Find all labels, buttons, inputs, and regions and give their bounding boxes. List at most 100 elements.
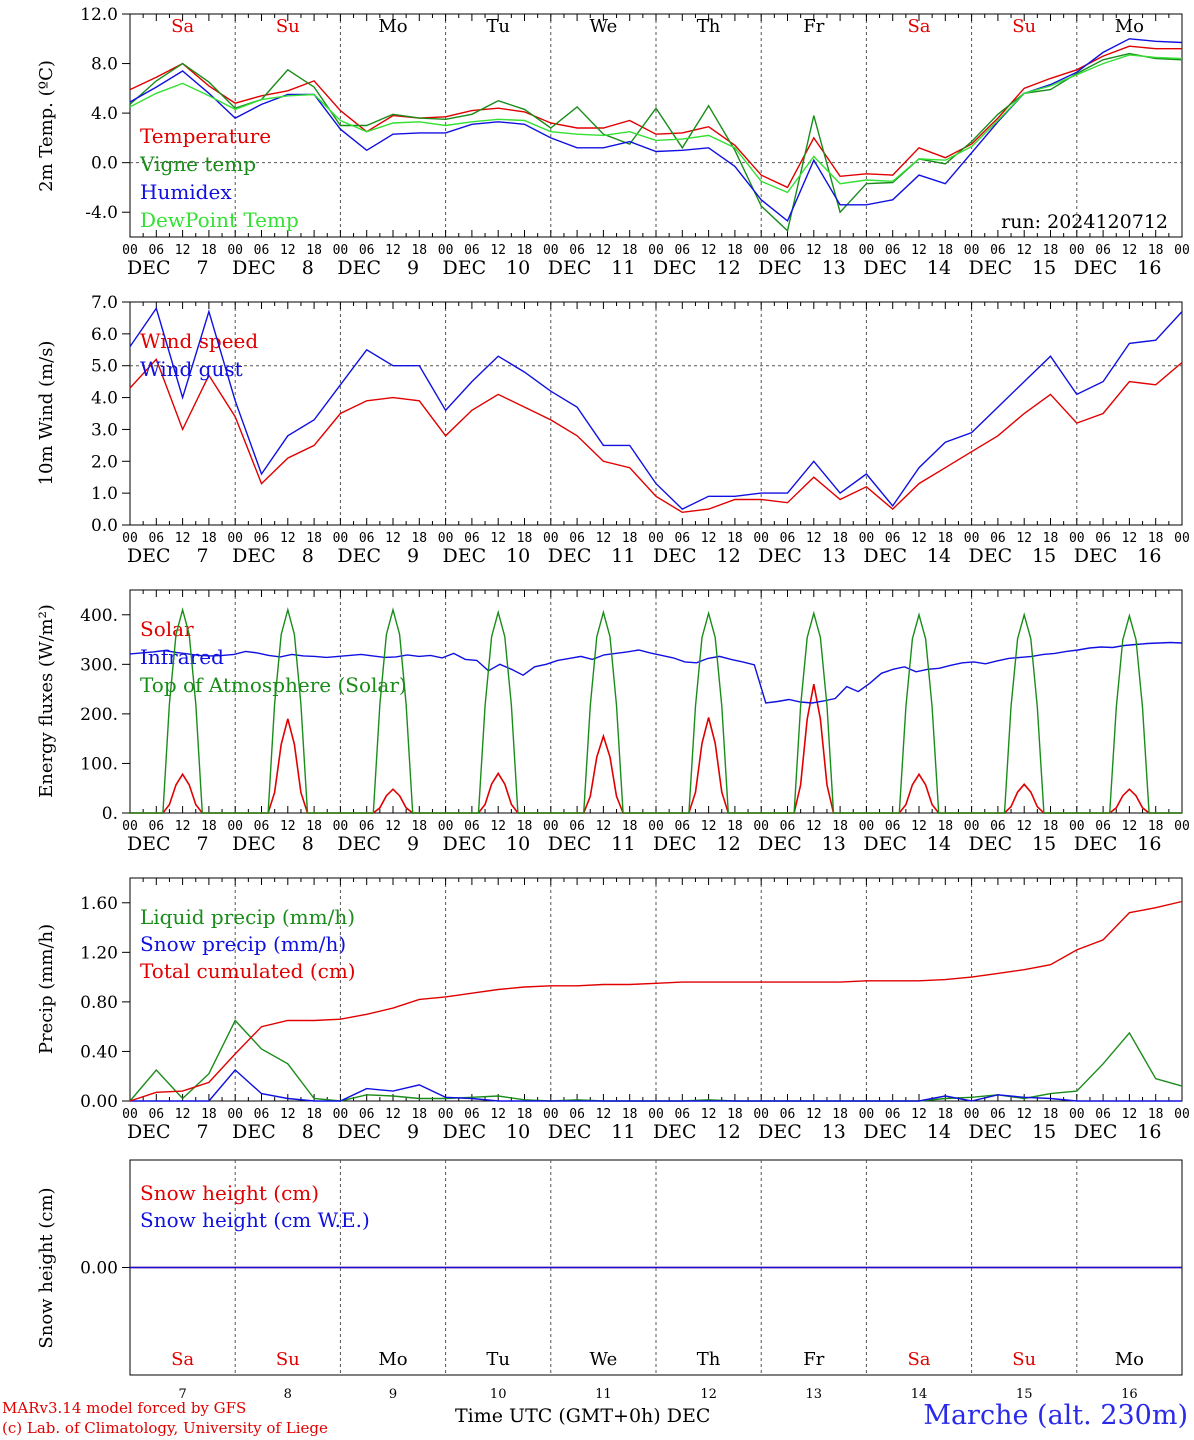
date-month-label: DEC	[337, 1121, 381, 1143]
y-tick-label: 300.	[80, 655, 118, 675]
hour-tick-label: 06	[780, 531, 796, 546]
date-day-label: 15	[1032, 545, 1056, 567]
legend-entry: Temperature	[140, 124, 271, 148]
weekday-label: Tu	[486, 1349, 510, 1370]
hour-tick-label: 12	[596, 243, 612, 258]
date-day-label: 12	[717, 257, 741, 279]
date-day-label: 15	[1032, 257, 1056, 279]
date-month-label: DEC	[337, 833, 381, 855]
series-line-top-of-atmosphere-solar-	[130, 607, 1182, 814]
series-line-dewpoint-temp	[129, 54, 1183, 194]
hour-tick-label: 12	[911, 243, 927, 258]
hour-tick-label: 00	[333, 1107, 349, 1122]
hour-tick-label: 00	[227, 531, 243, 546]
hour-tick-label: 12	[1122, 243, 1138, 258]
hour-tick-label: 00	[964, 1107, 980, 1122]
hour-tick-label: 00	[438, 819, 454, 834]
hour-tick-label: 12	[1122, 1107, 1138, 1122]
hour-tick-label: 00	[1174, 819, 1190, 834]
hour-tick-label: 12	[280, 243, 296, 258]
date-day-label: 10	[506, 257, 530, 279]
hour-tick-label: 00	[543, 531, 559, 546]
hour-tick-label: 06	[780, 819, 796, 834]
date-month-label: DEC	[863, 257, 907, 279]
hour-tick-label: 18	[832, 531, 848, 546]
date-month-label: DEC	[969, 1121, 1013, 1143]
footer-credits: MARv3.14 model forced by GFS (c) Lab. of…	[2, 1398, 328, 1438]
hour-tick-label: 12	[385, 531, 401, 546]
hour-tick-label: 12	[701, 243, 717, 258]
date-day-label: 8	[302, 833, 314, 855]
hour-tick-label: 06	[885, 243, 901, 258]
hour-tick-label: 06	[885, 531, 901, 546]
date-day-label: 16	[1137, 545, 1161, 567]
day-number-label: 8	[284, 1387, 292, 1402]
date-day-label: 9	[407, 545, 419, 567]
hour-tick-label: 00	[122, 531, 138, 546]
hour-tick-label: 12	[806, 243, 822, 258]
hour-tick-label: 18	[1043, 819, 1059, 834]
hour-tick-label: 18	[306, 531, 322, 546]
y-tick-label: 1.60	[80, 894, 118, 914]
hour-tick-label: 12	[806, 819, 822, 834]
date-day-label: 10	[506, 1121, 530, 1143]
series-line-infrared	[129, 641, 1183, 704]
hour-tick-label: 18	[937, 1107, 953, 1122]
hour-tick-label: 00	[1174, 243, 1190, 258]
hour-tick-label: 18	[727, 243, 743, 258]
y-tick-label: 1.0	[91, 484, 118, 504]
hour-tick-label: 12	[911, 531, 927, 546]
hour-tick-label: 00	[438, 531, 454, 546]
y-axis-label: Precip (mm/h)	[36, 924, 57, 1054]
hour-tick-label: 00	[1069, 1107, 1085, 1122]
legend-entry: DewPoint Temp	[140, 208, 299, 232]
hour-tick-label: 18	[517, 243, 533, 258]
hour-tick-label: 06	[359, 531, 375, 546]
hour-tick-label: 00	[648, 243, 664, 258]
y-axis-label: 10m Wind (m/s)	[36, 341, 57, 486]
y-tick-label: 400.	[80, 606, 118, 626]
hour-tick-label: 06	[148, 819, 164, 834]
hour-tick-label: 06	[569, 819, 585, 834]
date-day-label: 12	[717, 833, 741, 855]
weekday-label: Mo	[1115, 1349, 1144, 1370]
hour-tick-label: 00	[859, 819, 875, 834]
hour-tick-label: 12	[175, 243, 191, 258]
hour-tick-label: 00	[753, 819, 769, 834]
date-month-label: DEC	[443, 1121, 487, 1143]
hour-tick-label: 12	[490, 531, 506, 546]
hour-tick-label: 06	[569, 531, 585, 546]
y-tick-label: 4.0	[91, 389, 118, 409]
day-number-label: 15	[1016, 1387, 1033, 1402]
hour-tick-label: 12	[911, 1107, 927, 1122]
model-credit: MARv3.14 model forced by GFS	[2, 1399, 247, 1417]
y-tick-label: 4.0	[91, 104, 118, 124]
hour-tick-label: 06	[990, 819, 1006, 834]
hour-tick-label: 12	[1122, 531, 1138, 546]
hour-tick-label: 00	[648, 1107, 664, 1122]
date-day-label: 16	[1137, 257, 1161, 279]
hour-tick-label: 12	[596, 531, 612, 546]
date-month-label: DEC	[1074, 257, 1118, 279]
date-month-label: DEC	[758, 545, 802, 567]
hour-tick-label: 18	[937, 531, 953, 546]
hour-tick-label: 12	[175, 531, 191, 546]
run-annotation: run: 2024120712	[1001, 211, 1168, 233]
hour-tick-label: 18	[411, 531, 427, 546]
hour-tick-label: 12	[701, 531, 717, 546]
legend-entry: Top of Atmosphere (Solar)	[140, 673, 407, 697]
day-number-label: 12	[700, 1387, 717, 1402]
hour-tick-label: 12	[385, 243, 401, 258]
date-month-label: DEC	[758, 1121, 802, 1143]
date-month-label: DEC	[232, 545, 276, 567]
date-day-label: 8	[302, 1121, 314, 1143]
hour-tick-label: 00	[122, 243, 138, 258]
hour-tick-label: 00	[438, 1107, 454, 1122]
date-day-label: 15	[1032, 833, 1056, 855]
weekday-label: Su	[276, 16, 300, 37]
hour-tick-label: 00	[648, 819, 664, 834]
y-tick-label: 2.0	[91, 452, 118, 472]
date-day-label: 10	[506, 833, 530, 855]
hour-tick-label: 18	[1148, 531, 1164, 546]
hour-tick-label: 06	[464, 531, 480, 546]
